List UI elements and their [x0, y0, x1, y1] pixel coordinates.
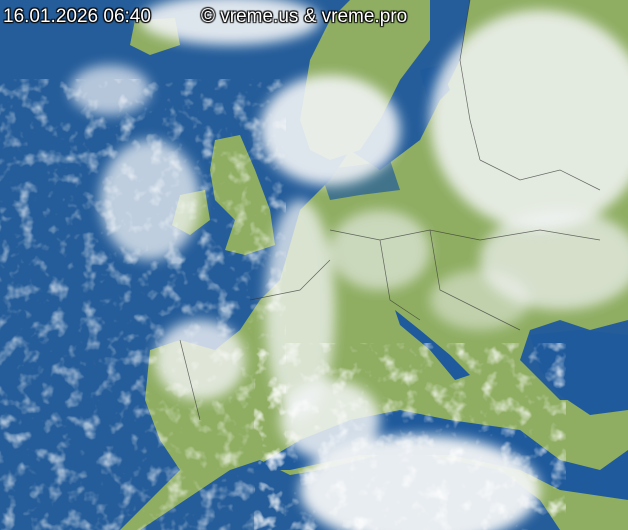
- borders: [179, 0, 601, 421]
- copyright: © vreme.us & vreme.pro: [201, 6, 408, 27]
- timestamp: 16.01.2026 06:40: [3, 6, 151, 27]
